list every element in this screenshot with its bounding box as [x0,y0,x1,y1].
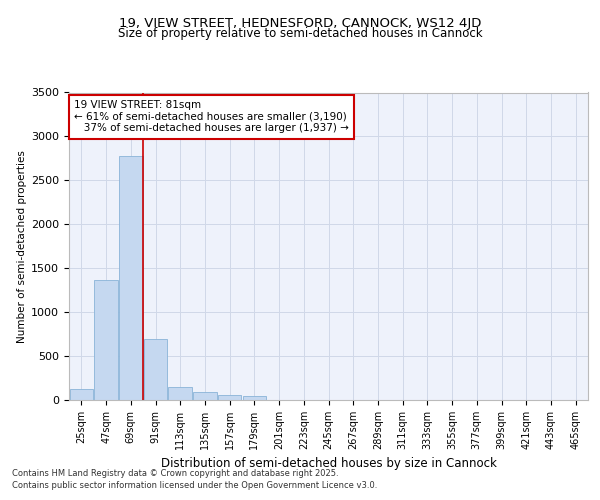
Bar [218,395,241,400]
Y-axis label: Number of semi-detached properties: Number of semi-detached properties [17,150,27,342]
Bar [242,396,266,400]
X-axis label: Distribution of semi-detached houses by size in Cannock: Distribution of semi-detached houses by … [161,458,496,470]
Bar [144,338,167,400]
Bar [193,392,217,400]
Text: Contains public sector information licensed under the Open Government Licence v3: Contains public sector information licen… [12,481,377,490]
Text: Contains HM Land Registry data © Crown copyright and database right 2025.: Contains HM Land Registry data © Crown c… [12,468,338,477]
Bar [169,387,192,400]
Text: Size of property relative to semi-detached houses in Cannock: Size of property relative to semi-detach… [118,28,482,40]
Text: 19 VIEW STREET: 81sqm
← 61% of semi-detached houses are smaller (3,190)
   37% o: 19 VIEW STREET: 81sqm ← 61% of semi-deta… [74,100,349,134]
Bar [119,156,143,400]
Bar [94,280,118,400]
Bar [70,388,93,400]
Text: 19, VIEW STREET, HEDNESFORD, CANNOCK, WS12 4JD: 19, VIEW STREET, HEDNESFORD, CANNOCK, WS… [119,18,481,30]
